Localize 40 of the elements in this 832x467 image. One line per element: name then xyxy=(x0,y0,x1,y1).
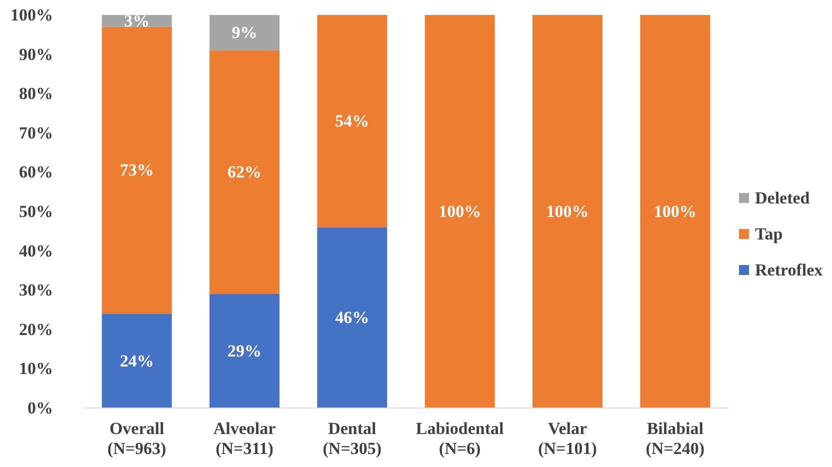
x-tick-label: Bilabial (N=240) xyxy=(646,419,705,458)
bar xyxy=(102,314,172,408)
data-label: 100% xyxy=(546,202,589,221)
bar xyxy=(640,15,710,408)
y-tick-label: 50% xyxy=(19,202,53,221)
y-tick-label: 80% xyxy=(19,84,53,104)
data-label: 54% xyxy=(335,112,370,131)
bar xyxy=(424,15,495,408)
y-tick-label: 40% xyxy=(19,241,53,260)
bar xyxy=(210,50,280,294)
bar xyxy=(102,26,172,314)
legend-label: Tap xyxy=(755,224,783,244)
data-label: 62% xyxy=(228,162,262,182)
data-label: 73% xyxy=(120,160,154,180)
legend-label: Deleted xyxy=(755,188,810,208)
y-tick-label: 0% xyxy=(28,398,53,418)
y-tick-label: 10% xyxy=(19,359,53,378)
y-tick-label: 20% xyxy=(19,320,53,339)
legend-label: Retroflex xyxy=(755,260,824,280)
x-tick-label: Labiodental (N=6) xyxy=(416,419,504,458)
x-tick-label: Velar (N=101) xyxy=(538,419,597,458)
y-tick-label: 60% xyxy=(19,162,53,182)
bar xyxy=(210,294,280,408)
data-label: 29% xyxy=(228,342,262,361)
bar xyxy=(317,227,388,408)
x-tick-label: Dental (N=305) xyxy=(322,419,382,458)
data-label: 24% xyxy=(120,351,154,370)
x-tick-label: Alveolar (N=311) xyxy=(213,419,276,458)
data-label: 3% xyxy=(124,11,150,30)
y-tick-label: 90% xyxy=(19,44,53,64)
bar xyxy=(317,15,388,228)
x-tick-label: Overall (N=963) xyxy=(107,419,166,458)
y-tick-label: 30% xyxy=(19,280,53,300)
data-label: 100% xyxy=(654,202,696,221)
data-label: 100% xyxy=(438,202,482,221)
data-label: 9% xyxy=(232,23,258,42)
y-tick-label: 70% xyxy=(19,123,53,142)
y-tick-label: 100% xyxy=(10,6,53,24)
data-label: 46% xyxy=(335,308,370,328)
bar xyxy=(532,15,602,408)
